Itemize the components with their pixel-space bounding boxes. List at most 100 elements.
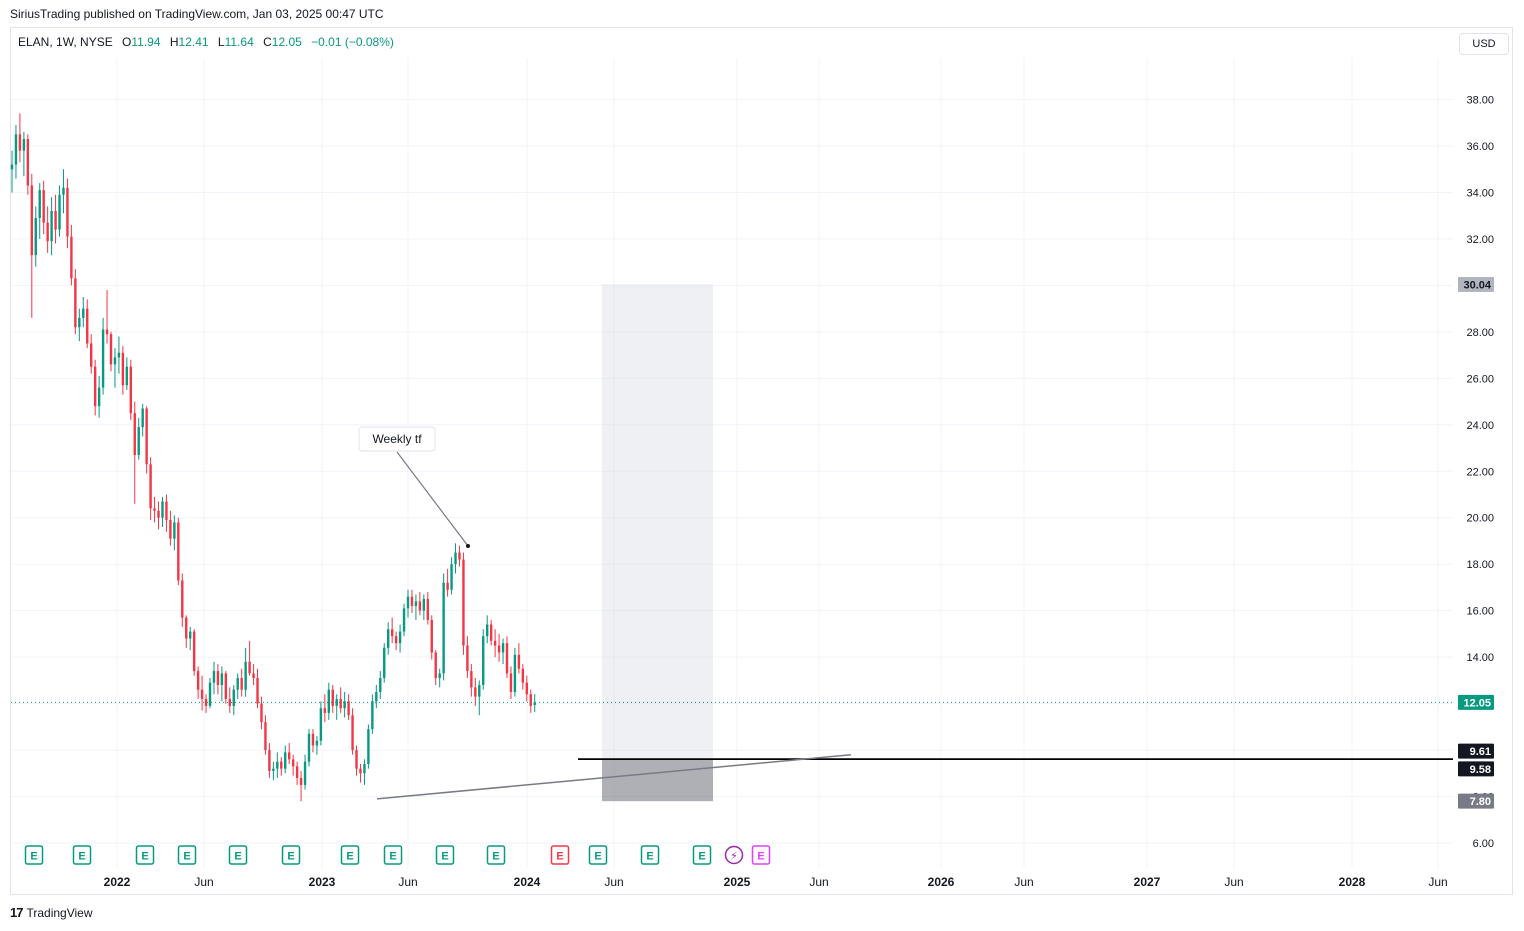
x-tick-label: 2026 <box>928 875 955 889</box>
y-tick-label: 38.00 <box>1466 95 1494 107</box>
earnings-e-icon[interactable]: E <box>24 845 44 865</box>
candle-body <box>367 729 370 765</box>
candle-body <box>200 689 204 699</box>
candle-body <box>458 552 461 560</box>
candle-body <box>430 619 433 653</box>
earnings-e-icon[interactable]: E <box>383 845 403 865</box>
trendline <box>376 753 852 800</box>
candle-body <box>339 698 342 709</box>
earnings-e-icon[interactable]: E <box>692 845 712 865</box>
candle-body <box>78 317 81 328</box>
candle-body <box>125 366 129 386</box>
y-tick-label: 36.00 <box>1466 141 1494 153</box>
candle-body <box>379 678 382 692</box>
candle-body <box>422 599 426 611</box>
candle-body <box>462 559 465 646</box>
x-tick-label: 2022 <box>104 875 131 889</box>
candle-body <box>14 134 18 165</box>
earnings-e-icon[interactable]: E <box>435 845 455 865</box>
candle-body <box>363 764 366 774</box>
earnings-e-glyph: E <box>556 851 563 863</box>
earnings-e-glyph: E <box>78 851 85 863</box>
symbol-name[interactable]: ELAN, 1W, NYSE <box>18 35 113 49</box>
candle-body <box>284 752 287 769</box>
earnings-e-icon[interactable]: E <box>228 845 248 865</box>
grid-lines <box>11 58 1453 868</box>
price-label-text: 12.05 <box>1463 697 1491 709</box>
candle-body <box>442 582 445 674</box>
earnings-e-box <box>383 845 403 865</box>
dividend-flash-icon[interactable]: ⚡ <box>724 845 744 865</box>
earnings-e-box <box>177 845 197 865</box>
candle-body <box>145 408 148 465</box>
footer-brand[interactable]: 17 TradingView <box>10 905 93 920</box>
earnings-e-icon[interactable]: E <box>340 845 360 865</box>
candle-body <box>248 661 251 674</box>
earnings-e-icon[interactable]: E <box>588 845 608 865</box>
earnings-e-glyph: E <box>492 851 499 863</box>
earnings-e-box <box>486 845 506 865</box>
candle-body <box>196 671 200 690</box>
y-tick-label: 32.00 <box>1466 234 1494 246</box>
price-label-text: 7.80 <box>1470 796 1491 808</box>
x-tick-label: Jun <box>1428 875 1447 889</box>
candle-body <box>319 708 323 741</box>
candle-body <box>66 187 69 237</box>
earnings-e-icon[interactable]: E <box>550 845 570 865</box>
earnings-e-glyph: E <box>183 851 190 863</box>
candle-body <box>224 673 228 699</box>
earnings-e-icon[interactable]: E <box>177 845 197 865</box>
candle-body <box>169 520 172 539</box>
x-tick-label: Jun <box>1014 875 1033 889</box>
price-label-7-80: 7.80 <box>1458 793 1494 809</box>
earnings-e-box <box>751 845 771 865</box>
candle-body <box>236 678 239 690</box>
earnings-e-icon[interactable]: E <box>486 845 506 865</box>
earnings-e-icon[interactable]: E <box>72 845 92 865</box>
candle-body <box>371 701 374 730</box>
candle-body <box>307 733 311 762</box>
price-label-bg <box>1458 694 1494 710</box>
price-label-12-05: 12.05 <box>1458 694 1494 710</box>
price-label-text: 30.04 <box>1463 279 1491 291</box>
candle-body <box>149 464 152 509</box>
candle-body <box>212 671 216 683</box>
candle-body <box>141 408 144 428</box>
candle-body <box>58 194 61 230</box>
earnings-e-glyph: E <box>346 851 353 863</box>
price-label-bg <box>1458 793 1494 809</box>
close-value: 12.05 <box>271 35 302 49</box>
price-zone-lower <box>602 759 713 802</box>
chart-frame <box>10 27 1513 895</box>
earnings-e-glyph: E <box>646 851 653 863</box>
candle-body <box>272 768 275 771</box>
earnings-e-icon[interactable]: E <box>751 845 771 865</box>
price-label-9-61: 9.61 <box>1458 743 1494 759</box>
currency-button[interactable]: USD <box>1459 33 1509 55</box>
candle-body <box>288 752 291 760</box>
candle-body <box>86 308 89 344</box>
candle-body <box>216 671 220 686</box>
earnings-e-box <box>692 845 712 865</box>
earnings-e-icon[interactable]: E <box>281 845 301 865</box>
candle-body <box>50 211 53 242</box>
candle-body <box>327 689 330 713</box>
earnings-e-icon[interactable]: E <box>640 845 660 865</box>
candle-body <box>295 766 299 778</box>
callout-text: Weekly tf <box>372 432 422 446</box>
candle-body <box>505 643 509 674</box>
candle-body <box>109 334 113 365</box>
candle-body <box>414 601 418 607</box>
earnings-e-box <box>24 845 44 865</box>
price-label-9-58: 9.58 <box>1458 761 1494 777</box>
candle-body <box>46 222 49 242</box>
candle-body <box>10 164 14 170</box>
candle-body <box>406 596 410 609</box>
candle-body <box>331 689 334 706</box>
earnings-e-icon[interactable]: E <box>135 845 155 865</box>
callout-background <box>358 426 436 452</box>
candle-body <box>418 601 422 611</box>
candle-body <box>351 715 354 751</box>
callout-pointer-line <box>396 451 469 547</box>
